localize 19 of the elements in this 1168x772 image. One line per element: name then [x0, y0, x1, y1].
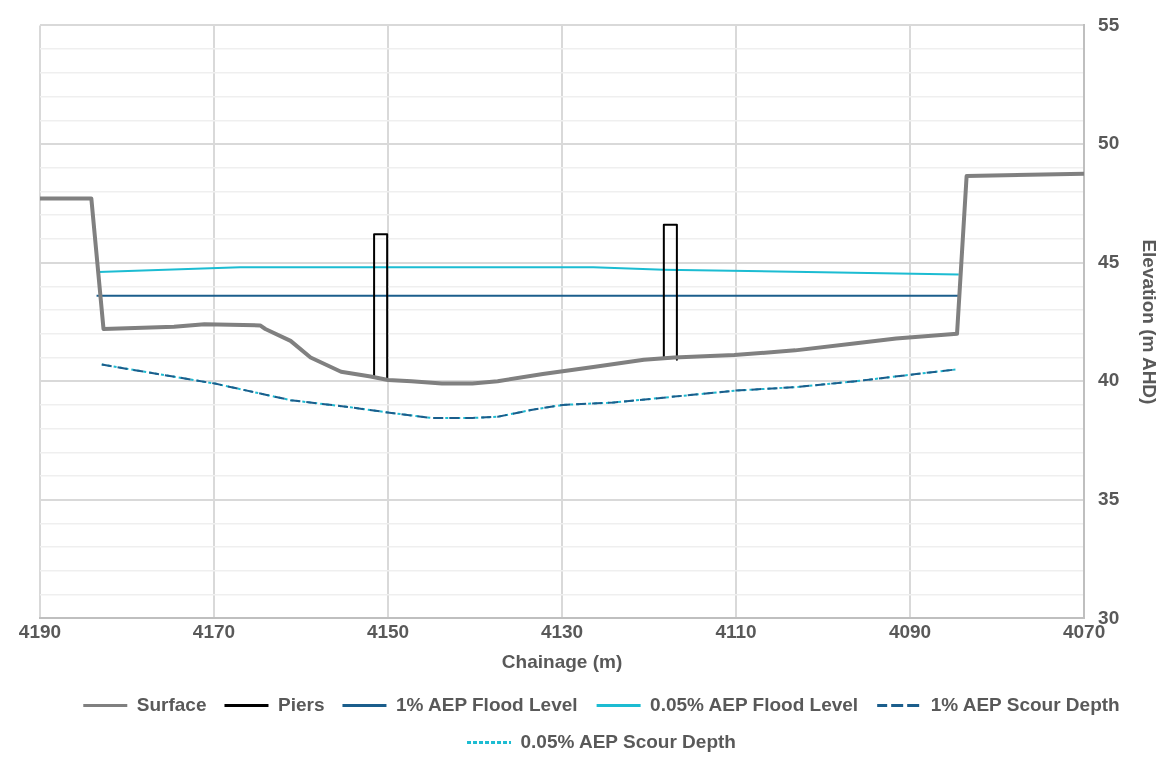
legend-label: 1% AEP Flood Level — [395, 693, 578, 715]
y-tick-label: 55 — [1098, 13, 1120, 35]
y-tick-label: 50 — [1098, 132, 1120, 154]
x-axis-title: Chainage (m) — [501, 650, 623, 672]
legend-label: 1% AEP Scour Depth — [930, 693, 1120, 715]
x-tick-label: 4170 — [192, 621, 236, 643]
y-tick-label: 35 — [1098, 488, 1120, 510]
x-tick-label: 4110 — [715, 621, 757, 643]
x-tick-label: 4130 — [540, 621, 584, 643]
x-tick-label: 4090 — [888, 621, 932, 643]
x-tick-label: 4190 — [18, 621, 62, 643]
legend-label: 0.05% AEP Scour Depth — [520, 730, 736, 752]
x-tick-label: 4150 — [366, 621, 410, 643]
legend-label: Surface — [136, 693, 207, 715]
legend-label: 0.05% AEP Flood Level — [650, 693, 859, 715]
y-tick-label: 45 — [1098, 250, 1120, 272]
y-axis-title: Elevation (m AHD) — [1139, 239, 1161, 405]
legend-label: Piers — [277, 693, 325, 715]
y-tick-label: 40 — [1098, 369, 1120, 391]
